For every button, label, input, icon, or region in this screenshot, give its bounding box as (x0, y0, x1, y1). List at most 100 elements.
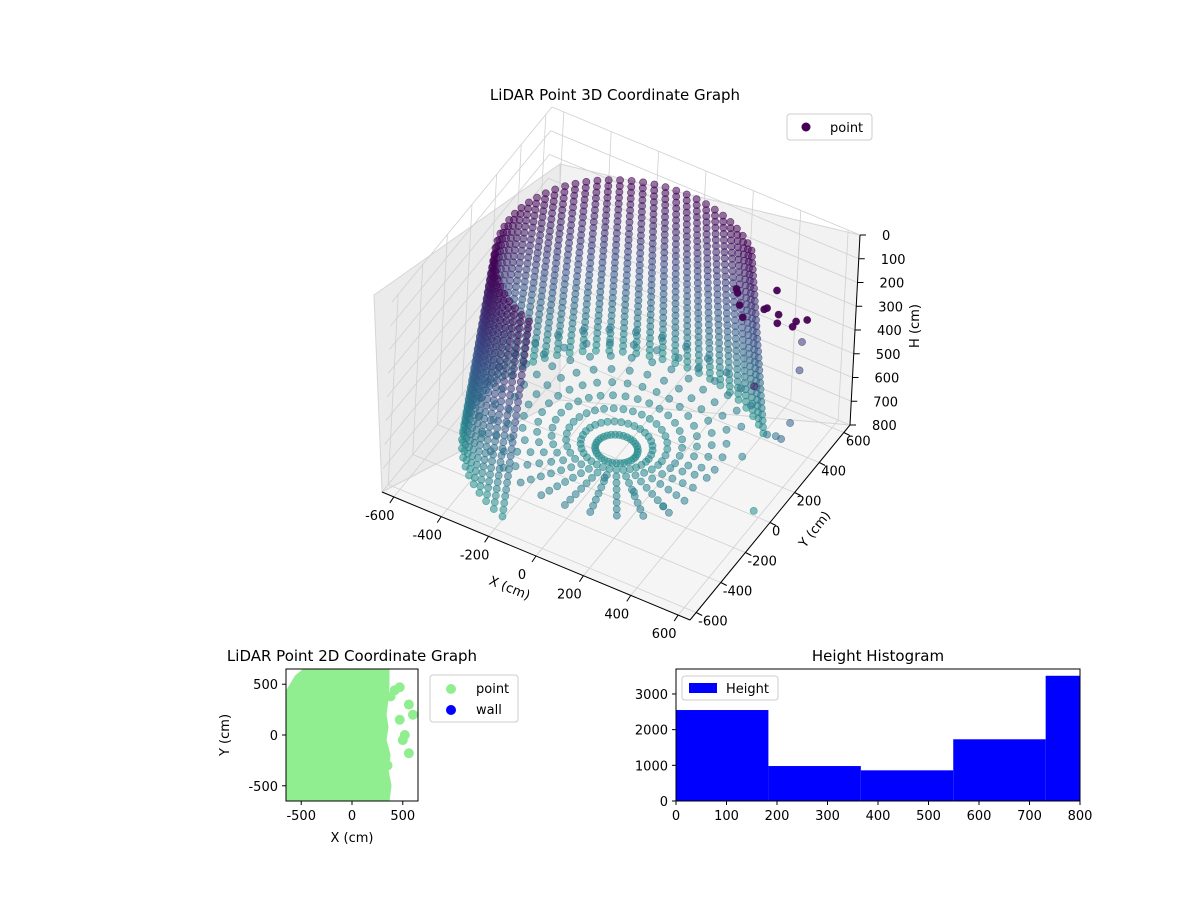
chart-3d-point (484, 483, 492, 492)
chart-3d-point (560, 343, 569, 352)
chart-3d-point (498, 512, 507, 521)
chart-3d-point (773, 286, 781, 295)
chart-3d-point (502, 364, 510, 372)
chart-3d-point (505, 297, 514, 306)
histogram-y-tick-label: 3000 (635, 688, 668, 703)
chart-3d-point (503, 411, 512, 420)
chart-3d-x-tick-label: 600 (652, 627, 677, 642)
chart-3d-point (636, 505, 645, 514)
chart-3d-point (521, 344, 530, 353)
chart-2d-x-label: X (cm) (331, 831, 374, 846)
chart-3d-point (561, 478, 569, 486)
chart-2d-y-tick-label: 0 (270, 729, 278, 744)
chart-2d-x-tick-label: 500 (390, 809, 415, 824)
chart-3d-point (622, 472, 630, 481)
chart-3d-point (508, 324, 516, 333)
chart-3d-point (503, 478, 511, 487)
chart-3d-point (803, 316, 812, 324)
chart-3d-point (582, 177, 591, 186)
chart-3d-point (763, 304, 771, 312)
chart-3d-point (501, 323, 510, 332)
chart-3d-point (692, 195, 701, 203)
chart-2d-y-tick-label: -500 (248, 780, 278, 795)
chart-3d-point (517, 203, 526, 212)
chart-3d-point (495, 464, 504, 473)
chart-3d-point (795, 366, 804, 375)
chart-3d-legend: point (786, 113, 873, 141)
chart-3d-point (496, 356, 504, 365)
chart-3d-point (510, 310, 518, 319)
chart-3d-point (640, 468, 648, 477)
chart-3d-point (702, 200, 710, 208)
chart-3d-point (485, 422, 494, 431)
chart-2d-title: LiDAR Point 2D Coordinate Graph (227, 647, 477, 665)
chart-3d-point (619, 405, 628, 414)
chart-3d-point (504, 465, 513, 474)
chart-3d-point (639, 512, 648, 520)
chart-3d-point (582, 409, 591, 418)
chart-3d-point (663, 438, 672, 447)
chart-3d-point (507, 445, 516, 454)
chart-3d-point (612, 505, 621, 513)
chart-3d-point (750, 382, 758, 391)
chart-3d-point (551, 415, 560, 424)
chart-3d-point (470, 473, 479, 482)
chart-3d-point (664, 411, 673, 420)
chart-3d-title: LiDAR Point 3D Coordinate Graph (490, 86, 740, 104)
chart-3d-point (612, 511, 621, 520)
chart-3d-point (475, 488, 484, 497)
chart-3d-point (678, 435, 686, 444)
chart-3d-point (493, 478, 502, 487)
chart-3d-point (650, 180, 659, 189)
chart-3d-point (678, 443, 686, 452)
chart-3d-point (659, 502, 668, 511)
chart-3d-point (667, 365, 676, 374)
chart-3d-point (610, 417, 619, 426)
chart-3d-point (763, 430, 771, 439)
chart-3d-y-tick-label: 600 (846, 435, 871, 450)
histogram-x-tick-label: 600 (967, 809, 992, 824)
chart-3d-point (500, 222, 509, 231)
chart-3d-point (496, 458, 505, 467)
chart-3d-point (548, 362, 557, 371)
chart-3d-z-tick-label: 800 (872, 419, 897, 434)
chart-3d-point (500, 330, 508, 339)
chart-3d-point (491, 267, 500, 276)
chart-3d-point (509, 371, 517, 380)
chart-3d-point (612, 478, 621, 487)
chart-3d-point (494, 471, 503, 480)
chart-3d-point (638, 382, 647, 391)
chart-3d-point (710, 465, 719, 474)
chart-3d-point (693, 432, 701, 441)
chart-3d-point (575, 413, 584, 421)
chart-3d-point (533, 193, 541, 202)
chart-3d-point (563, 442, 572, 451)
chart-3d-point (660, 376, 668, 385)
chart-3d-y-tick-label: -600 (698, 615, 728, 630)
chart-3d-point (648, 474, 657, 483)
chart-3d-point (486, 470, 494, 479)
chart-3d-point (733, 224, 741, 233)
chart-3d-point (572, 368, 581, 377)
chart-3d-point (629, 407, 637, 416)
chart-3d-point (747, 246, 756, 255)
chart-3d-point (671, 459, 679, 468)
chart-3d-point (503, 310, 512, 319)
chart-3d-point (612, 459, 621, 468)
chart-3d-point (511, 209, 519, 218)
chart-3d-point (516, 317, 525, 326)
chart-3d-point (661, 451, 670, 460)
chart-3d-point (497, 350, 505, 358)
chart-3d-point (609, 404, 618, 413)
chart-3d-point (631, 471, 640, 480)
chart-3d-point (498, 343, 506, 352)
chart-3d-point (626, 465, 634, 473)
chart-3d-point (773, 319, 782, 328)
chart-3d-point (648, 490, 657, 498)
chart-3d-point (719, 211, 727, 220)
chart-3d-point (707, 429, 716, 437)
chart-3d-point (545, 486, 554, 495)
chart-3d-point (476, 440, 484, 449)
chart-3d-point (488, 457, 496, 466)
chart-3d-point (482, 442, 491, 451)
